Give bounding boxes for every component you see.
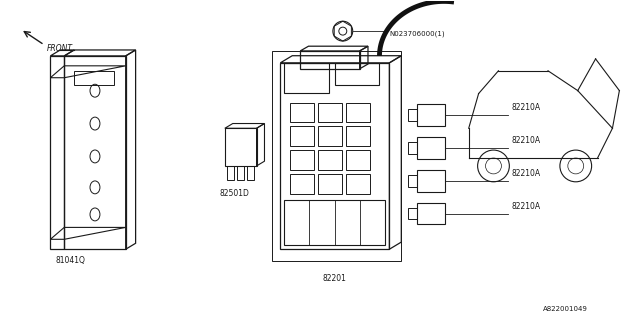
Bar (318, 102, 342, 122)
Bar (335, 63, 380, 85)
Bar (408, 208, 417, 220)
Bar (284, 63, 329, 92)
Bar (74, 71, 114, 85)
Bar (291, 174, 314, 194)
Text: N023706000(1): N023706000(1) (389, 30, 445, 36)
Bar (417, 137, 445, 159)
Bar (246, 166, 253, 180)
Bar (408, 109, 417, 121)
Text: 82210A: 82210A (511, 202, 540, 211)
Bar (291, 150, 314, 170)
Bar (417, 170, 445, 192)
Bar (227, 166, 234, 180)
Bar (284, 200, 385, 245)
Text: 82210A: 82210A (511, 103, 540, 112)
Bar (318, 174, 342, 194)
Bar (318, 126, 342, 146)
Bar (417, 203, 445, 224)
Bar (346, 126, 369, 146)
Bar (346, 174, 369, 194)
Text: FRONT: FRONT (46, 44, 72, 53)
Text: 82501D: 82501D (220, 189, 250, 198)
Bar (280, 63, 389, 249)
Text: A822001049: A822001049 (543, 306, 588, 312)
Bar (291, 102, 314, 122)
Bar (225, 128, 257, 166)
Bar (318, 150, 342, 170)
Bar (346, 150, 369, 170)
Text: 82210A: 82210A (511, 169, 540, 178)
Text: 81041Q: 81041Q (55, 256, 85, 265)
Bar (291, 126, 314, 146)
Bar (273, 51, 401, 261)
Bar (408, 142, 417, 154)
Bar (300, 51, 360, 69)
Bar (346, 102, 369, 122)
Text: 82201: 82201 (323, 274, 347, 283)
Bar (417, 105, 445, 126)
Text: 82210A: 82210A (511, 136, 540, 145)
Bar (237, 166, 244, 180)
Bar (408, 175, 417, 187)
